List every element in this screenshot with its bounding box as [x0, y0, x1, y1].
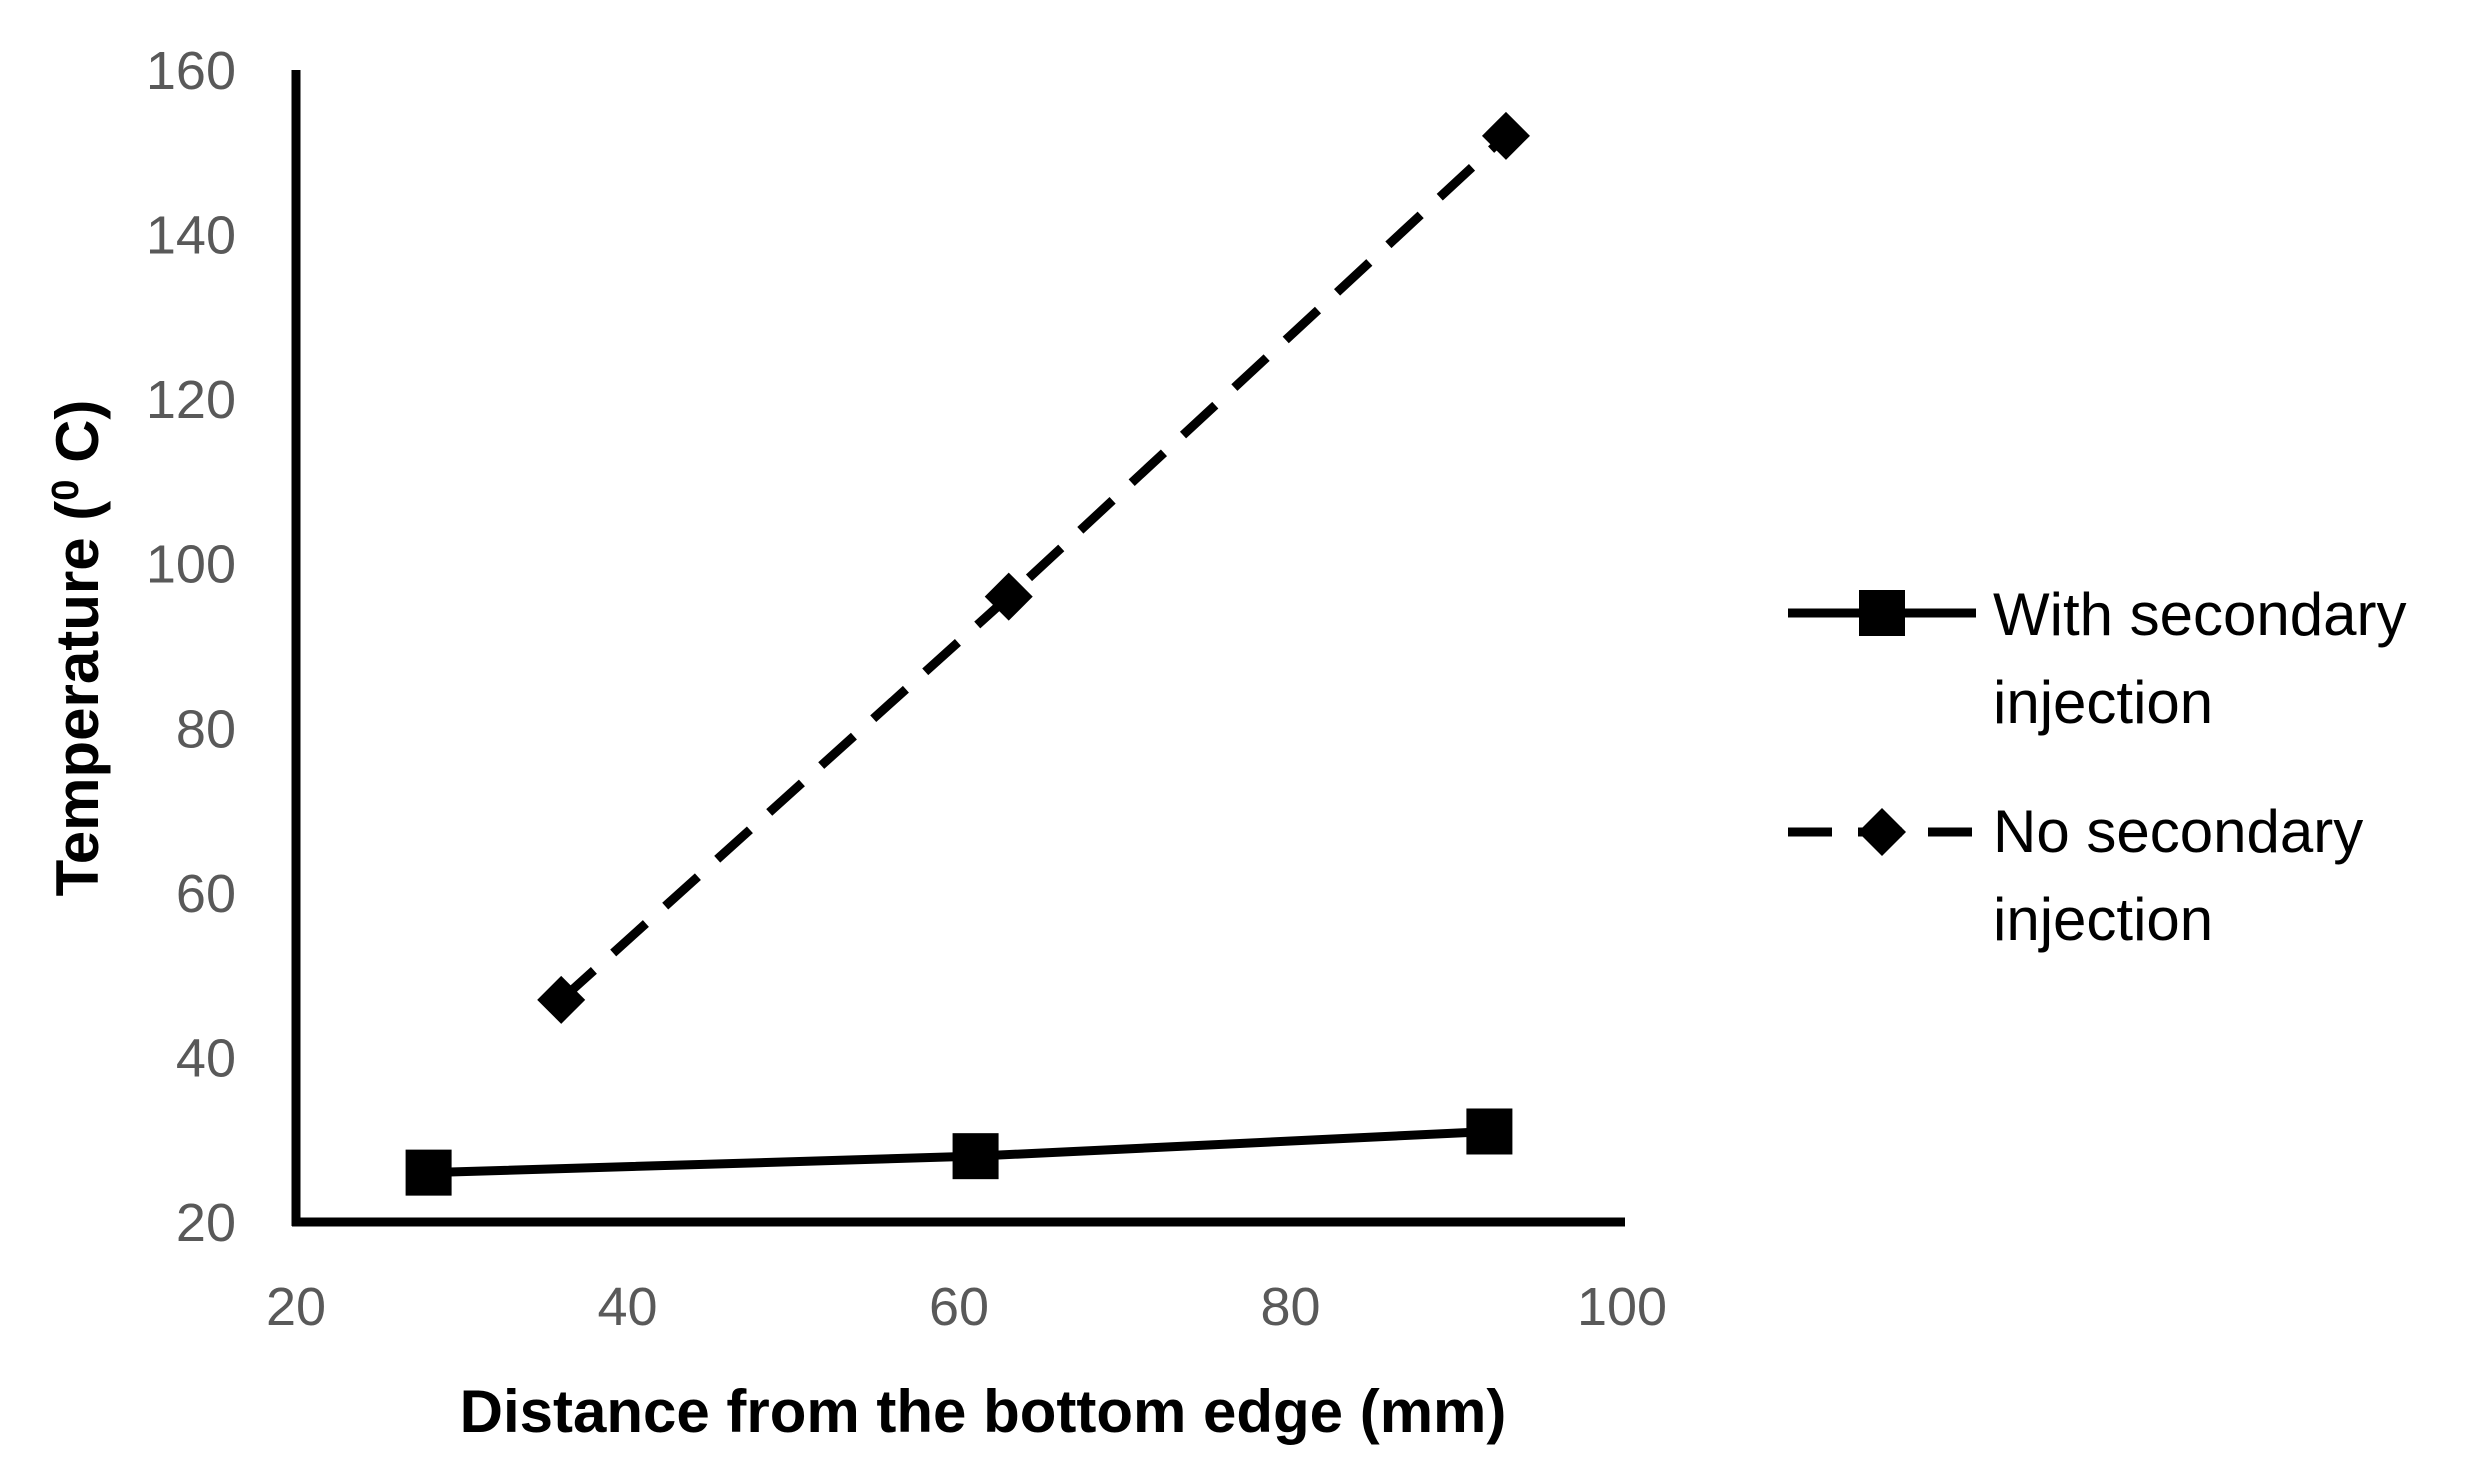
- legend: With secondary injection No secondary in…: [1788, 581, 2423, 953]
- legend-label-with-secondary-injection-line-2: injection: [1993, 669, 2213, 736]
- x-tick-label-80: 80: [1260, 1277, 1320, 1337]
- y-tick-label-160: 160: [146, 41, 236, 101]
- series-2-point-1: [537, 975, 586, 1024]
- series-1-point-2: [952, 1133, 999, 1180]
- legend-item-with-secondary-injection: With secondary injection: [1788, 581, 2423, 736]
- series-1-point-3: [1466, 1108, 1513, 1155]
- legend-diamond-marker-icon: [1858, 808, 1906, 856]
- series-layer: [405, 111, 1530, 1196]
- legend-label-with-secondary-injection: With secondary injection: [1993, 581, 2423, 736]
- legend-item-no-secondary-injection: No secondary injection: [1788, 798, 2380, 953]
- y-axis-title-superscript: 0: [45, 480, 87, 501]
- y-tick-label-100: 100: [146, 535, 236, 595]
- x-tick-label-60: 60: [929, 1277, 989, 1337]
- y-tick-label-60: 60: [176, 864, 236, 924]
- x-tick-label-40: 40: [597, 1277, 657, 1337]
- legend-label-with-secondary-injection-line-1: With secondary: [1993, 581, 2407, 648]
- series-2-point-3: [1481, 111, 1530, 160]
- series-2-point-2: [984, 572, 1033, 621]
- y-tick-label-140: 140: [146, 206, 236, 266]
- x-tick-label-100: 100: [1577, 1277, 1667, 1337]
- y-axis-title-part-1: Temperature (: [44, 501, 111, 897]
- legend-square-marker-icon: [1859, 590, 1905, 636]
- y-tick-label-80: 80: [176, 699, 236, 759]
- axes-layer: [291, 70, 1625, 1227]
- legend-label-no-secondary-injection-line-1: No secondary: [1993, 798, 2363, 865]
- y-axis-title: Temperature (0 C): [44, 400, 111, 897]
- x-axis-title: Distance from the bottom edge (mm): [460, 1378, 1507, 1445]
- series-2-line: [558, 132, 1510, 1004]
- y-tick-label-20: 20: [176, 1193, 236, 1253]
- ticks-layer: 20 40 60 80 100 20 40 60 80 100 120 140 160: [146, 41, 1667, 1337]
- y-axis-title-part-3: C): [44, 400, 111, 480]
- series-1-point-1: [405, 1149, 452, 1196]
- y-tick-label-120: 120: [146, 370, 236, 430]
- legend-label-no-secondary-injection: No secondary injection: [1993, 798, 2380, 953]
- x-tick-label-20: 20: [266, 1277, 326, 1337]
- y-tick-label-40: 40: [176, 1028, 236, 1088]
- legend-label-no-secondary-injection-line-2: injection: [1993, 886, 2213, 953]
